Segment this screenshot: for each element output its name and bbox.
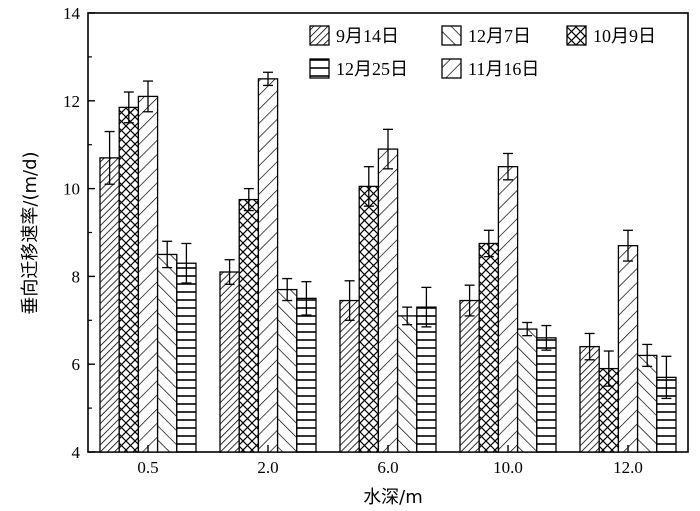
bar-9月14日-2.0 (219, 271, 240, 453)
bar-12月7日-10.0 (516, 328, 538, 453)
bar-12月7日-2.0 (276, 288, 298, 453)
bar-11月16日-12.0 (617, 245, 639, 453)
bar-10月9日-6.0 (358, 185, 380, 453)
bar-12月25日-6.0 (416, 306, 437, 453)
bars-group (99, 78, 677, 453)
bar-9月14日-10.0 (459, 299, 480, 453)
bar-12月25日-10.0 (536, 337, 557, 453)
tick-labels-group: 4 6 8 10 12 14 0.5 2.0 6.0 10.0 12.0 (63, 4, 643, 477)
y-tick-label: 4 (72, 443, 81, 462)
x-axis-title: 水深/m (363, 487, 423, 508)
legend: 9月14日 12月7日 10月9日 12月25日 11月16日 (309, 25, 656, 79)
bar-12月7日-6.0 (396, 315, 418, 453)
y-tick-label: 12 (63, 92, 80, 111)
x-tick-label: 2.0 (257, 458, 278, 477)
legend-swatch (441, 25, 462, 46)
y-axis-title: 垂向迁移速率/(m/d) (20, 151, 41, 314)
legend-swatch (566, 25, 587, 46)
error-bars-group (104, 71, 672, 400)
bar-9月14日-0.5 (99, 157, 120, 453)
bar-11月16日-6.0 (377, 148, 399, 453)
bar-10月9日-2.0 (238, 198, 260, 453)
bar-12月7日-0.5 (156, 253, 178, 453)
y-tick-label: 14 (63, 4, 81, 23)
y-tick-label: 10 (63, 180, 80, 199)
legend-swatch (309, 25, 330, 46)
bar-9月14日-6.0 (339, 299, 360, 453)
legend-label: 12月7日 (468, 26, 531, 46)
bar-10月9日-0.5 (118, 106, 140, 453)
x-tick-label: 10.0 (493, 458, 523, 477)
x-tick-label: 6.0 (377, 458, 398, 477)
bar-9月14日-12.0 (579, 345, 600, 453)
y-tick-label: 8 (72, 267, 81, 286)
bar-10月9日-10.0 (478, 242, 500, 453)
axes-group (88, 12, 629, 453)
bar-12月25日-2.0 (296, 297, 317, 453)
legend-label: 12月25日 (336, 59, 408, 79)
y-tick-label: 6 (72, 355, 81, 374)
bar-12月7日-12.0 (636, 354, 658, 453)
legend-label: 10月9日 (593, 26, 656, 46)
x-tick-label: 0.5 (137, 458, 158, 477)
bar-11月16日-10.0 (497, 165, 519, 453)
legend-label: 9月14日 (336, 26, 399, 46)
legend-swatch (309, 58, 330, 79)
x-tick-label: 12.0 (613, 458, 643, 477)
bar-11月16日-2.0 (257, 78, 279, 453)
bar-12月25日-0.5 (176, 262, 197, 453)
legend-swatch (441, 58, 462, 79)
bar-11月16日-0.5 (137, 95, 159, 453)
legend-label: 11月16日 (468, 59, 539, 79)
